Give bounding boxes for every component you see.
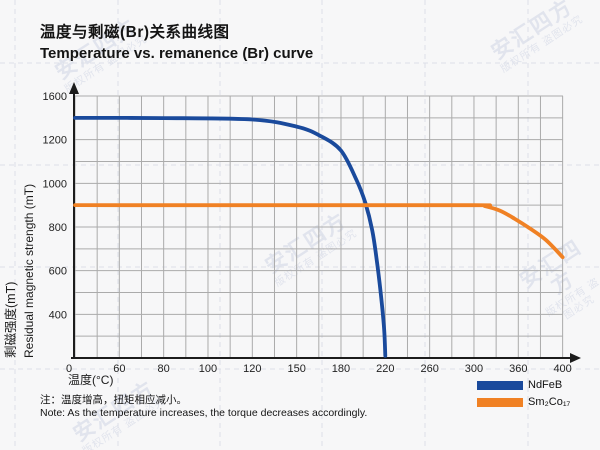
svg-text:360: 360 (509, 363, 527, 375)
y-axis-title-english: Residual magnetic strength (mT) (22, 183, 36, 358)
svg-text:1200: 1200 (43, 135, 67, 147)
svg-text:0: 0 (66, 363, 72, 375)
title-english: Temperature vs. remanence (Br) curve (40, 45, 314, 62)
svg-text:1600: 1600 (43, 91, 67, 103)
svg-text:120: 120 (243, 363, 261, 375)
svg-text:80: 80 (158, 363, 170, 375)
title-chinese: 温度与剩磁(Br)关系曲线图 (40, 24, 230, 41)
svg-text:400: 400 (553, 363, 571, 375)
x-axis-title: 温度(°C) (68, 373, 114, 387)
svg-text:300: 300 (465, 363, 483, 375)
page-title: 温度与剩磁(Br)关系曲线图 Temperature vs. remanence… (40, 22, 313, 64)
legend-label-ndfeb: NdFeB (528, 379, 563, 391)
svg-text:180: 180 (332, 363, 350, 375)
svg-text:600: 600 (49, 266, 67, 278)
legend-swatch-sm2co17 (477, 398, 523, 407)
svg-text:400: 400 (49, 309, 67, 321)
legend-label-sm2co17: Sm₂Co₁₇ (528, 396, 571, 408)
svg-text:260: 260 (420, 363, 438, 375)
y-axis-title-chinese: 剩磁强度(mT) (4, 281, 18, 358)
footnote-chinese: 注：温度增高，扭矩相应减小。 (40, 394, 187, 406)
svg-text:100: 100 (199, 363, 217, 375)
svg-text:220: 220 (376, 363, 394, 375)
footnote-english: Note: As the temperature increases, the … (40, 407, 368, 419)
svg-text:60: 60 (113, 363, 125, 375)
legend-swatch-ndfeb (477, 381, 523, 390)
svg-text:1000: 1000 (43, 178, 67, 190)
footnote: 注：温度增高，扭矩相应减小。 Note: As the temperature … (40, 394, 367, 420)
svg-text:800: 800 (49, 222, 67, 234)
svg-text:150: 150 (287, 363, 305, 375)
